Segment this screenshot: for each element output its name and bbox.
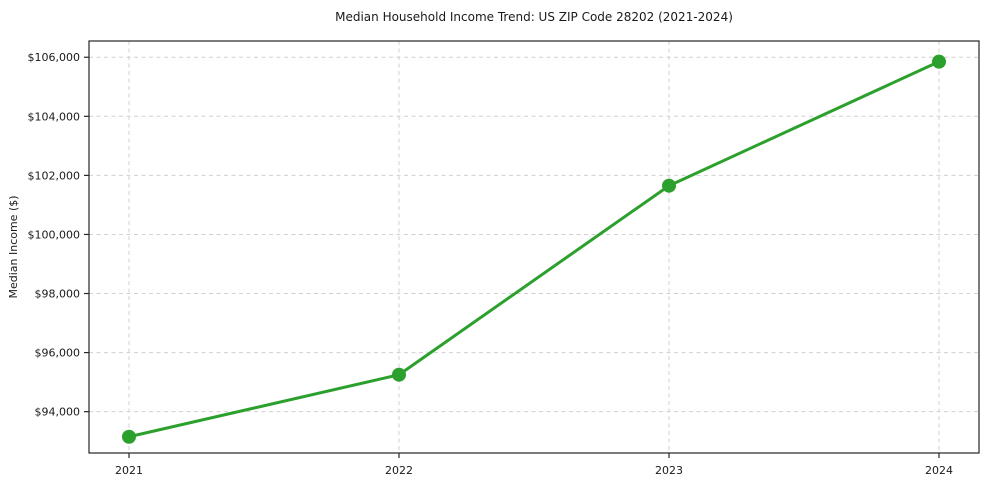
y-tick-label: $98,000 bbox=[35, 288, 81, 301]
plot-area: $94,000 $96,000 $98,000 $100,000 $102,000 $10… bbox=[28, 40, 980, 477]
x-tick-label: 2021 bbox=[115, 464, 143, 477]
y-tick-label: $96,000 bbox=[35, 347, 81, 360]
y-tick-label: $104,000 bbox=[28, 110, 81, 123]
y-tick-label: $106,000 bbox=[28, 51, 81, 64]
data-line bbox=[127, 60, 941, 439]
x-tick-label: 2022 bbox=[385, 464, 413, 477]
y-tick-label: $102,000 bbox=[28, 169, 81, 182]
y-axis-label: Median Income ($) bbox=[7, 195, 20, 298]
x-tick-label: 2024 bbox=[925, 464, 953, 477]
x-tick-label: 2023 bbox=[655, 464, 683, 477]
y-tick-label: $100,000 bbox=[28, 228, 81, 241]
data-point bbox=[122, 429, 136, 444]
data-point bbox=[932, 54, 946, 69]
y-tick-label: $94,000 bbox=[35, 406, 81, 419]
plot-border bbox=[88, 40, 980, 454]
chart-title: Median Household Income Trend: US ZIP Co… bbox=[335, 10, 733, 24]
data-point bbox=[662, 178, 676, 193]
data-point bbox=[392, 367, 406, 382]
